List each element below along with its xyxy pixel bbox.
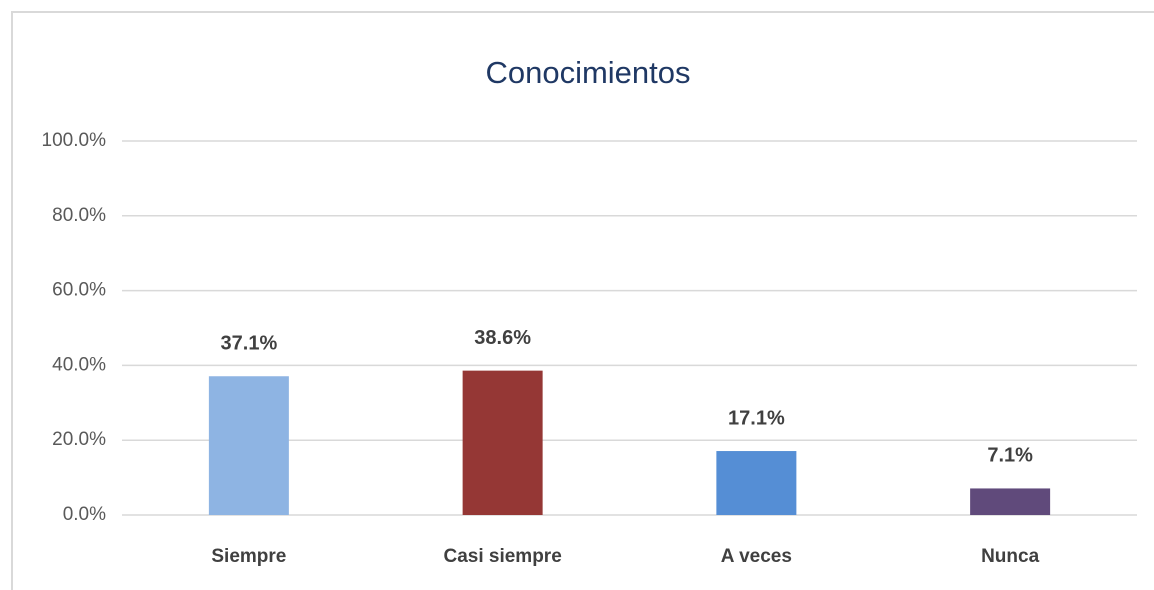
value-label: 7.1% <box>987 445 1033 467</box>
value-label: 17.1% <box>728 407 785 429</box>
x-tick-label: Nunca <box>981 546 1040 567</box>
chart-frame <box>11 11 1154 590</box>
bar <box>208 376 289 515</box>
chart-title: Conocimientos <box>485 55 690 90</box>
bar <box>970 488 1051 515</box>
y-tick-label: 40.0% <box>52 354 106 375</box>
x-tick-label: Casi siempre <box>443 546 561 567</box>
value-label: 37.1% <box>221 333 278 355</box>
y-tick-label: 60.0% <box>52 280 106 301</box>
x-tick-label: A veces <box>721 546 792 567</box>
y-tick-label: 80.0% <box>52 205 106 226</box>
y-tick-label: 20.0% <box>52 429 106 450</box>
y-tick-label: 0.0% <box>63 504 106 525</box>
bar <box>716 451 797 515</box>
value-label: 38.6% <box>474 327 531 349</box>
bar <box>462 370 543 515</box>
x-tick-label: Siempre <box>211 546 286 567</box>
y-tick-label: 100.0% <box>42 130 107 151</box>
